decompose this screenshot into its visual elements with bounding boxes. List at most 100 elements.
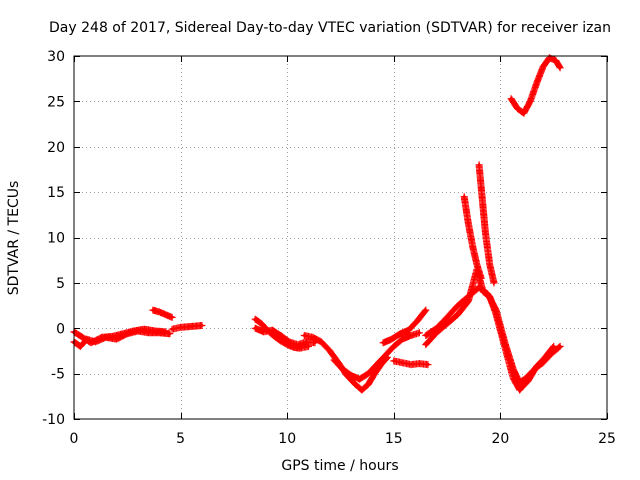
data-point	[287, 340, 291, 344]
data-point	[311, 335, 315, 339]
y-tick-label: 10	[47, 231, 65, 247]
data-point	[479, 276, 483, 280]
data-point	[518, 388, 522, 392]
data-point	[445, 322, 449, 326]
data-point	[319, 340, 323, 344]
data-point	[89, 341, 93, 345]
series-s4	[168, 322, 206, 333]
data-point	[270, 328, 274, 332]
y-tick-label: 15	[47, 185, 65, 201]
data-point	[279, 334, 283, 338]
data-point	[543, 355, 547, 359]
data-point	[142, 327, 146, 331]
data-point	[522, 111, 526, 115]
data-point	[392, 344, 396, 348]
x-tick-label: 20	[491, 431, 509, 447]
series-s10	[390, 357, 432, 369]
data-point	[392, 359, 396, 363]
data-point	[483, 231, 487, 235]
y-tick-label: -10	[42, 412, 65, 428]
data-point	[360, 388, 364, 392]
y-tick-label: 20	[47, 140, 65, 156]
data-point	[554, 59, 558, 63]
data-point	[168, 332, 172, 336]
data-point	[400, 361, 404, 365]
data-point	[170, 315, 174, 319]
data-point	[494, 313, 498, 317]
data-point	[110, 334, 114, 338]
data-point	[375, 363, 379, 367]
series-s3	[149, 306, 176, 321]
data-point	[535, 364, 539, 368]
data-point	[151, 308, 155, 312]
data-point	[407, 328, 411, 332]
data-point	[253, 326, 257, 330]
data-point	[503, 344, 507, 348]
data-point	[471, 245, 475, 249]
data-point	[479, 186, 483, 190]
data-point	[424, 308, 428, 312]
data-point	[100, 335, 104, 339]
data-point	[417, 331, 421, 335]
x-tick-label: 5	[176, 431, 185, 447]
x-tick-label: 10	[278, 431, 296, 447]
data-point	[353, 383, 357, 387]
y-axis-label: SDTVAR / TECUs	[6, 181, 22, 296]
data-point	[424, 334, 428, 338]
data-point	[541, 65, 545, 69]
data-point	[381, 341, 385, 345]
series-s9	[379, 306, 430, 347]
data-point	[260, 322, 264, 326]
data-point	[328, 349, 332, 353]
data-point	[373, 372, 377, 376]
data-point	[456, 313, 460, 317]
data-point	[358, 377, 362, 381]
data-point	[400, 337, 404, 341]
data-point	[552, 344, 556, 348]
data-point	[488, 294, 492, 298]
data-point	[304, 340, 308, 344]
data-point	[189, 324, 193, 328]
y-tick-label: 25	[47, 94, 65, 110]
data-points	[70, 54, 564, 394]
data-point	[78, 344, 82, 348]
data-point	[157, 310, 161, 314]
data-point	[164, 330, 168, 334]
data-point	[426, 363, 430, 367]
data-point	[526, 379, 530, 383]
y-tick-label: 5	[56, 276, 65, 292]
data-point	[398, 332, 402, 336]
series-s15	[507, 54, 564, 117]
data-point	[153, 329, 157, 333]
data-point	[132, 329, 136, 333]
data-point	[409, 334, 413, 338]
axis-ticks: 0 5 10 15 20 25 -10 -5 0 5 10 15 20 25 30	[42, 49, 616, 447]
data-point	[272, 334, 276, 338]
data-point	[445, 315, 449, 319]
x-tick-label: 25	[598, 431, 616, 447]
series-s13	[460, 193, 485, 282]
data-point	[535, 81, 539, 85]
chart-title: Day 248 of 2017, Sidereal Day-to-day VTE…	[49, 20, 611, 36]
data-point	[164, 313, 168, 317]
data-point	[481, 290, 485, 294]
series-s14	[475, 161, 498, 287]
data-point	[390, 337, 394, 341]
series-s8	[330, 329, 423, 383]
data-point	[477, 163, 481, 167]
data-point	[462, 195, 466, 199]
data-point	[81, 335, 85, 339]
series-s7	[300, 332, 391, 394]
data-point	[515, 107, 519, 111]
data-point	[481, 208, 485, 212]
data-point	[332, 358, 336, 362]
data-point	[417, 362, 421, 366]
data-point	[366, 383, 370, 387]
data-point	[424, 343, 428, 347]
data-point	[528, 99, 532, 103]
data-point	[466, 222, 470, 226]
data-point	[492, 281, 496, 285]
data-point	[466, 299, 470, 303]
x-tick-label: 15	[385, 431, 403, 447]
